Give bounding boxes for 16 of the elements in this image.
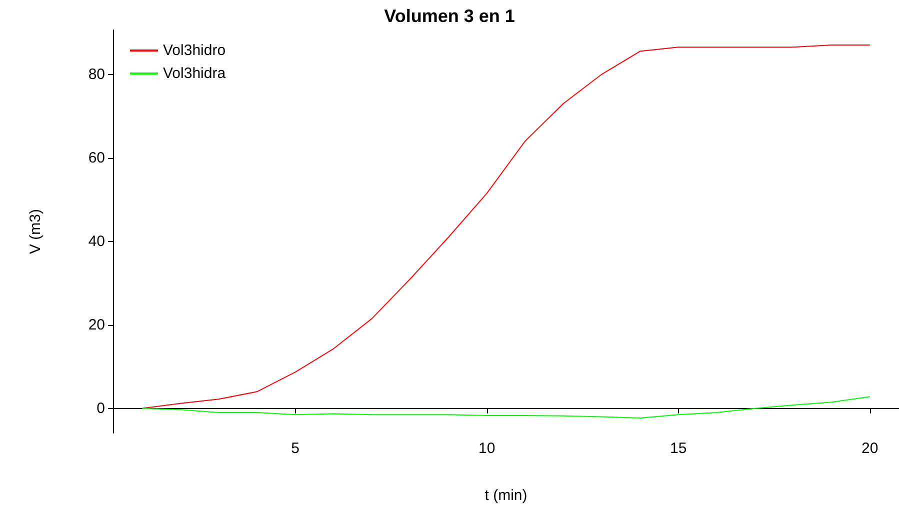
x-tick-label: 20 xyxy=(862,440,878,457)
line-series xyxy=(142,44,870,409)
y-tick-label: 80 xyxy=(88,66,105,83)
legend-label: Vol3hidro xyxy=(163,42,226,59)
y-tick-label: 20 xyxy=(88,316,105,334)
legend-label: Vol3hidra xyxy=(163,65,226,82)
y-axis-title: V (m3) xyxy=(27,208,44,254)
x-tick-label: 10 xyxy=(478,440,496,457)
x-tick-label: 5 xyxy=(291,440,300,457)
x-axis-title: t (min) xyxy=(484,487,528,504)
chart-title: Volumen 3 en 1 xyxy=(384,6,515,26)
x-tick-label: 15 xyxy=(670,440,687,457)
y-tick-label: 40 xyxy=(88,232,105,250)
y-tick-label: 0 xyxy=(96,400,105,417)
line-series xyxy=(142,396,870,418)
y-tick-label: 60 xyxy=(88,149,105,166)
